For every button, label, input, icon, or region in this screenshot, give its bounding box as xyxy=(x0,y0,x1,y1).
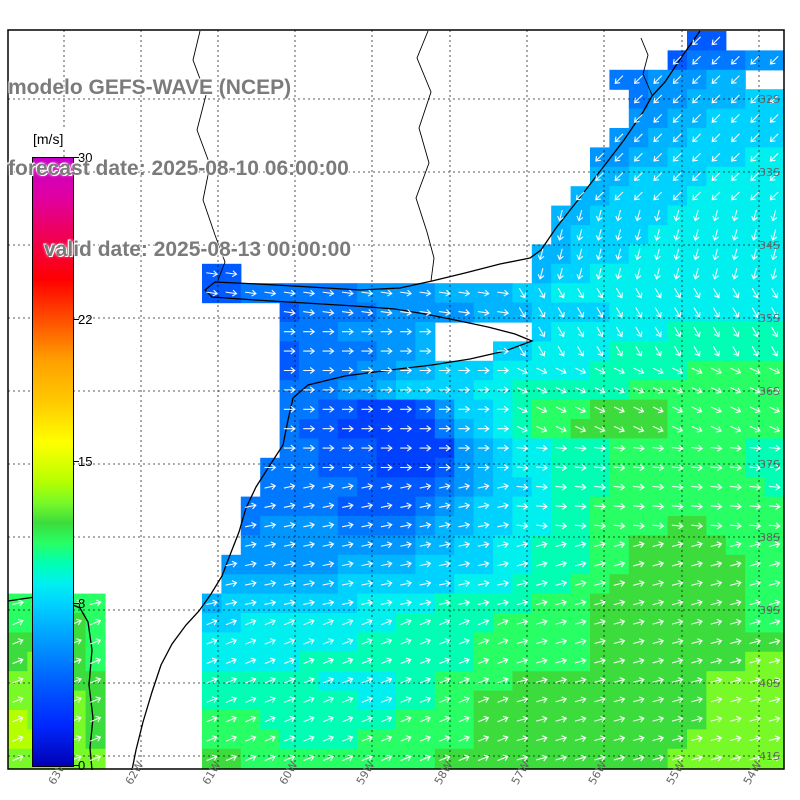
lat-label: 33S xyxy=(759,166,780,179)
colorbar-tick-mark xyxy=(73,319,79,321)
lat-label: 36S xyxy=(759,385,780,398)
colorbar-tick-label: 22 xyxy=(78,312,93,328)
colorbar-tick-mark xyxy=(73,157,79,158)
lat-label: 38S xyxy=(759,531,780,544)
colorbar-tick-label: 0 xyxy=(78,758,86,773)
lat-label: 40S xyxy=(759,677,780,690)
colorbar-tick-mark xyxy=(73,602,79,604)
colorbar-tick-mark xyxy=(73,461,79,462)
map-frame xyxy=(7,29,785,770)
forecast-date: forecast date: 2025-08-10 06:00:00 xyxy=(8,157,349,180)
lat-label: 41S xyxy=(759,750,780,763)
valid-date: valid date: 2025-08-13 00:00:00 xyxy=(44,238,352,261)
lat-label: 37S xyxy=(759,458,780,471)
colorbar-tick-label: 30 xyxy=(78,150,93,165)
map-titles: modelo GEFS-WAVE (NCEP) forecast date: 2… xyxy=(8,20,351,317)
colorbar-tick-label: 8 xyxy=(78,595,86,611)
lat-label: 32S xyxy=(759,93,780,106)
lat-label: 35S xyxy=(759,312,780,325)
lon-label: 62W xyxy=(123,759,147,787)
lat-labels: 32S 33S 34S 35S 36S 37S 38S 39S 40S 41S xyxy=(759,93,780,763)
colorbar-unit-label: [m/s] xyxy=(30,130,67,148)
lat-label: 34S xyxy=(759,239,780,252)
wave-direction-arrows xyxy=(12,36,781,762)
lat-label: 39S xyxy=(759,604,780,617)
colorbar-gradient xyxy=(32,157,74,767)
colorbar-tick-label: 15 xyxy=(78,454,93,469)
model-title: modelo GEFS-WAVE (NCEP) xyxy=(8,76,292,99)
colorbar-tick-mark xyxy=(73,765,79,766)
